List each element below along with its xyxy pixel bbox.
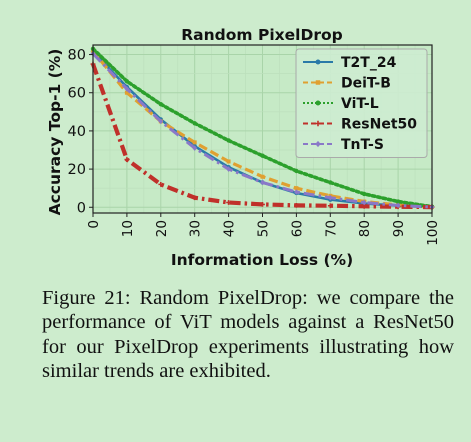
data-point-tnt-s <box>294 189 299 195</box>
data-point-vit-l <box>192 121 197 126</box>
x-tick-label: 70 <box>323 220 339 237</box>
legend-item-tnt-s: TnT-S <box>303 137 384 153</box>
data-point-tnt-s <box>192 145 198 151</box>
legend-marker <box>315 80 321 85</box>
data-point-resnet50 <box>260 202 265 207</box>
legend-marker <box>315 140 321 148</box>
series-lines <box>90 46 435 210</box>
legend-item-deit-b: DeiT-B <box>303 76 391 92</box>
legend-box <box>295 48 428 158</box>
data-point-resnet50 <box>226 200 231 205</box>
data-point-deit-b <box>226 159 231 164</box>
data-point-tnt-s <box>395 202 401 209</box>
chart: 0 10 20 30 40 50 60 70 80 90 100 0 20 40 60 80 Random … <box>46 26 441 269</box>
y-tick-label: 0 <box>77 200 86 216</box>
data-point-tnt-s <box>124 86 130 92</box>
x-tick-label: 0 <box>86 220 102 229</box>
x-tick-label: 80 <box>357 220 373 237</box>
series-resnet50 <box>90 61 435 210</box>
x-tick-label: 30 <box>188 220 204 237</box>
legend-marker <box>315 120 321 127</box>
legend-marker <box>315 100 321 106</box>
y-tick-label: 60 <box>68 86 86 102</box>
legend-item-vit-l: ViT-L <box>303 96 379 112</box>
data-point-vit-l <box>260 153 265 158</box>
data-point-vit-l <box>395 199 401 204</box>
data-point-tnt-s <box>260 179 265 186</box>
x-tick-label: 60 <box>289 220 305 237</box>
legend-item-t2t-24: T2T_24 <box>303 55 397 71</box>
legend: T2T_24 DeiT-B ViT-L ResNet50 TnT-S <box>295 48 428 158</box>
x-tick-label: 100 <box>425 220 441 246</box>
x-tick-label: 20 <box>154 220 170 237</box>
figure-caption: Figure 21: Random PixelDrop: we compare … <box>42 287 454 383</box>
data-point-tnt-s <box>327 194 333 201</box>
data-point-vit-l <box>124 79 130 84</box>
data-point-deit-b <box>192 140 197 145</box>
y-axis-label: Accuracy Top-1 (%) <box>46 49 64 216</box>
data-point-tnt-s <box>226 166 231 172</box>
legend-label: ResNet50 <box>341 117 417 133</box>
data-point-deit-b <box>294 186 299 191</box>
legend-label: ViT-L <box>341 96 379 112</box>
data-point-vit-l <box>158 101 163 107</box>
legend-item-resnet50: ResNet50 <box>303 117 417 133</box>
legend-label: T2T_24 <box>341 55 397 71</box>
data-point-resnet50 <box>158 181 164 187</box>
chart-title: Random PixelDrop <box>181 26 342 44</box>
data-point-tnt-s <box>361 199 367 206</box>
x-axis-label: Information Loss (%) <box>171 251 353 269</box>
data-point-vit-l <box>328 180 333 185</box>
y-tick-label: 80 <box>68 48 86 64</box>
data-point-vit-l <box>362 191 367 197</box>
data-point-resnet50 <box>294 202 299 208</box>
y-tick-label: 40 <box>68 124 86 140</box>
data-point-tnt-s <box>158 118 164 125</box>
data-point-deit-b <box>124 90 129 95</box>
legend-label: DeiT-B <box>341 76 391 92</box>
x-tick-label: 10 <box>120 220 136 237</box>
data-point-vit-l <box>226 138 231 143</box>
legend-label: TnT-S <box>341 137 384 153</box>
x-tick-label: 40 <box>222 220 238 237</box>
data-point-resnet50 <box>124 157 130 162</box>
x-axis-ticks: 0 10 20 30 40 50 60 70 80 90 100 <box>86 213 441 246</box>
y-tick-label: 20 <box>68 162 86 178</box>
data-point-deit-b <box>260 174 265 179</box>
data-point-vit-l <box>294 168 299 174</box>
legend-marker <box>315 59 321 65</box>
x-tick-label: 50 <box>256 220 272 237</box>
series-line-resnet50 <box>91 63 433 210</box>
data-point-resnet50 <box>327 203 333 209</box>
series-tnt-s <box>90 50 435 210</box>
y-axis-ticks: 0 20 40 60 80 <box>68 48 93 216</box>
x-tick-label: 90 <box>391 220 407 237</box>
data-point-resnet50 <box>192 195 198 201</box>
